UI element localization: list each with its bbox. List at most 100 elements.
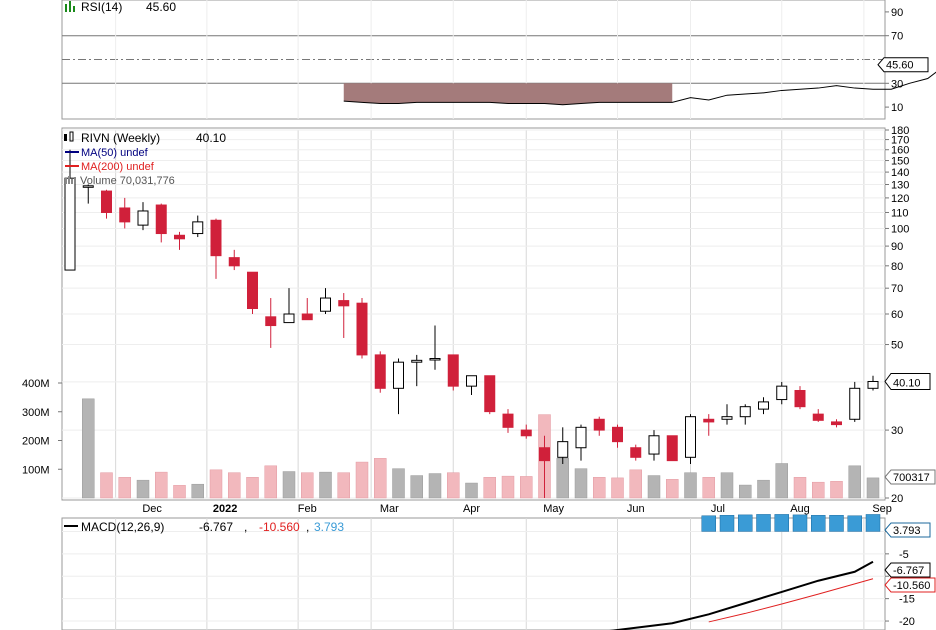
candle-up	[393, 361, 404, 389]
signal-last-label: -10.560	[893, 580, 930, 592]
volume-bar	[775, 463, 788, 499]
price-panel: 1801701601501401301201101009080706050403…	[22, 125, 936, 515]
date-axis-label: Mar	[380, 503, 399, 515]
candle-up	[64, 177, 76, 271]
mini-chart-icon	[65, 1, 75, 12]
volume-bar	[319, 471, 332, 499]
candle-up	[685, 416, 696, 458]
volume-bar	[483, 477, 496, 499]
candle-down	[484, 375, 496, 413]
volume-bar	[720, 472, 734, 499]
price-tick-label: 170	[891, 135, 909, 147]
candle-down	[356, 302, 368, 356]
candle-up	[575, 426, 587, 449]
date-axis-label: Sep	[872, 503, 892, 515]
volume-bar	[812, 481, 825, 499]
candle-up	[82, 185, 94, 188]
volume-bar	[647, 475, 661, 499]
candle-down	[612, 426, 623, 443]
volume-bar	[392, 468, 405, 499]
candle-down	[210, 219, 222, 257]
candle-down	[228, 257, 240, 267]
volume-bar	[100, 472, 113, 499]
price-last-value-label-box	[884, 372, 931, 390]
volume-tick-label: 100M	[22, 464, 50, 476]
price-last-value-label: 40.10	[893, 377, 921, 389]
candlesticks	[64, 149, 879, 498]
rsi-line	[343, 71, 936, 106]
price-tick-label: 110	[891, 207, 909, 219]
volume-bar	[757, 479, 770, 499]
macd-last-label: -6.767	[893, 565, 924, 577]
date-axis-label: Apr	[463, 503, 480, 515]
volume-bar	[410, 475, 423, 499]
volume-bar	[593, 477, 606, 499]
macd-last-label-box	[884, 562, 931, 578]
rsi-tick-label: 10	[891, 102, 903, 114]
price-tick-label: 140	[891, 167, 909, 179]
candle-up	[411, 359, 423, 363]
price-tick-label: 60	[891, 309, 903, 321]
volume-bar	[793, 477, 807, 499]
candle-down	[666, 435, 678, 462]
macd-histogram-bar	[756, 514, 771, 532]
candle-down	[155, 204, 167, 235]
price-tick-label: 100	[891, 223, 909, 235]
rsi-marks	[343, 71, 936, 106]
volume-bar	[264, 465, 277, 499]
candle-up	[429, 358, 441, 361]
macd-title-hist: 3.793	[314, 520, 344, 534]
rsi-last-value-label: 45.60	[886, 60, 914, 72]
volume-bar	[611, 477, 624, 499]
macd-tick-label: -5	[899, 549, 909, 561]
price-title-last: 40.10	[196, 131, 226, 145]
macd-histogram-bar	[847, 515, 862, 532]
price-tick-label: 70	[891, 283, 903, 295]
rsi-title: RSI(14) 45.60	[65, 0, 176, 14]
rsi-tick-label: 90	[891, 7, 903, 19]
volume-axis: 400M 300M 200M 100M 700317	[22, 378, 936, 485]
macd-histogram-bar	[719, 515, 735, 532]
volume-bar	[702, 477, 715, 499]
macd-panel: 0-5-10-15-203.793-6.767-10.560 MACD(12,2…	[62, 514, 936, 630]
volume-bar	[501, 475, 515, 499]
price-tick-label: 150	[891, 156, 909, 168]
volume-bar	[739, 484, 752, 499]
volume-bar	[374, 458, 387, 499]
macd-hist-last-label-box	[884, 522, 931, 538]
macd-tick-label: -15	[899, 594, 915, 606]
candle-down	[265, 316, 277, 327]
date-axis-label: Jun	[627, 503, 645, 515]
macd-histogram-bar	[829, 515, 844, 532]
price-tick-label: 30	[891, 425, 903, 437]
ma200-legend: MA(200) undef	[81, 161, 155, 173]
candle-up	[867, 380, 879, 389]
candle-up	[776, 385, 788, 401]
volume-bars	[82, 398, 880, 499]
candle-up	[721, 416, 733, 420]
macd-title-signal: -10.560	[259, 520, 300, 534]
volume-tick-label: 200M	[22, 436, 50, 448]
candle-down	[247, 271, 258, 310]
volume-bar	[282, 471, 296, 499]
rsi-last-value-label-box	[877, 57, 929, 73]
macd-title-value: -6.767	[199, 520, 233, 534]
price-title-symbol: RIVN (Weekly)	[81, 131, 160, 145]
panel-frame-2	[61, 517, 886, 630]
candle-down	[812, 413, 824, 421]
volume-bar	[173, 485, 186, 499]
price-tick-label: 120	[891, 193, 909, 205]
macd-histogram-bar	[865, 514, 881, 532]
price-tick-label: 130	[891, 180, 909, 192]
macd-histogram-bar	[738, 514, 753, 532]
volume-last-value-label-box	[884, 469, 936, 485]
candle-up	[320, 297, 331, 312]
candle-up	[192, 221, 204, 235]
macd-title: MACD(12,26,9) -6.767 , -10.560 , 3.793	[64, 520, 344, 534]
price-tick-label: 20	[891, 493, 903, 505]
volume-bar	[155, 471, 168, 499]
candle-down	[539, 447, 550, 462]
volume-bar	[848, 465, 861, 499]
candle-up	[648, 435, 660, 455]
